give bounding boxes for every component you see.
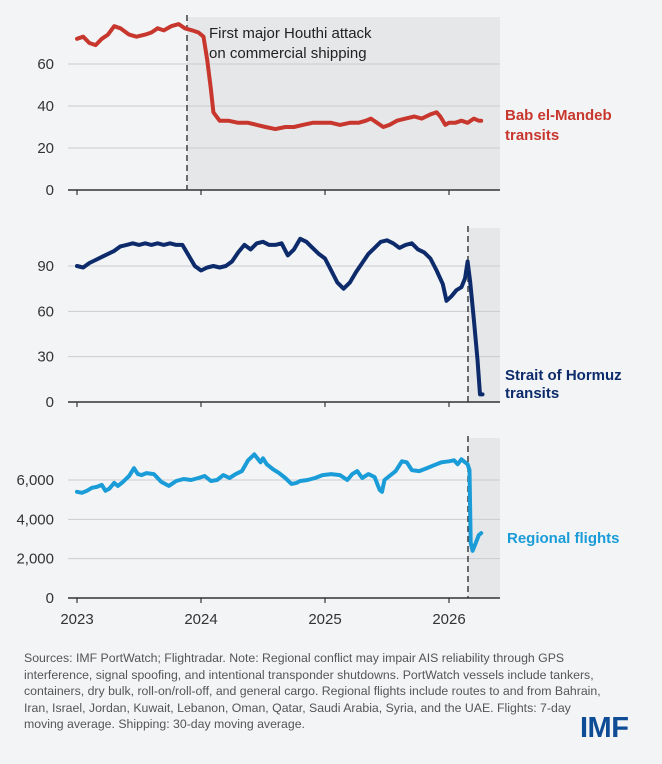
y-tick-label: 2,000: [16, 551, 54, 568]
panel-regional-flights: 0 2,000 4,000 6,000 Regional flights: [16, 436, 620, 607]
y-tick-label: 60: [37, 303, 54, 320]
panel-bab-el-mandeb: 0 20 40 60 Bab el-Mandeb transits First major …: [37, 15, 612, 199]
series-line-regional-flights: [75, 452, 484, 553]
y-tick-label: 0: [46, 394, 54, 411]
y-tick-label: 20: [37, 140, 54, 157]
source-note: Sources: IMF PortWatch; Flightradar. Not…: [24, 651, 601, 731]
x-tick-label: 2025: [308, 611, 341, 628]
series-label: transits: [505, 127, 559, 144]
y-tick-label: 4,000: [16, 511, 54, 528]
series-label: Bab el-Mandeb: [505, 107, 612, 124]
y-tick-label: 90: [37, 258, 54, 275]
shaded-region: [467, 438, 500, 598]
y-tick-label: 0: [46, 182, 54, 199]
y-tick-label: 40: [37, 98, 54, 115]
series-label: transits: [505, 385, 559, 402]
series-label: Regional flights: [507, 530, 620, 547]
shaded-region: [186, 17, 500, 190]
chart-panels: 0 20 40 60 Bab el-Mandeb transits First major …: [16, 15, 622, 628]
imf-logo: IMF: [580, 712, 629, 744]
x-tick-label: 2024: [184, 611, 217, 628]
event-annotation: First major Houthi attack: [209, 25, 372, 42]
y-tick-label: 60: [37, 56, 54, 73]
event-annotation: on commercial shipping: [209, 45, 367, 62]
series-label: Strait of Hormuz: [505, 367, 622, 384]
x-tick-label: 2026: [432, 611, 465, 628]
y-tick-label: 30: [37, 349, 54, 366]
series-line-strait-of-hormuz: [75, 236, 485, 397]
series-line-bab-el-mandeb: [75, 22, 484, 132]
y-tick-label: 6,000: [16, 472, 54, 489]
y-tick-label: 0: [46, 590, 54, 607]
x-tick-label: 2023: [60, 611, 93, 628]
